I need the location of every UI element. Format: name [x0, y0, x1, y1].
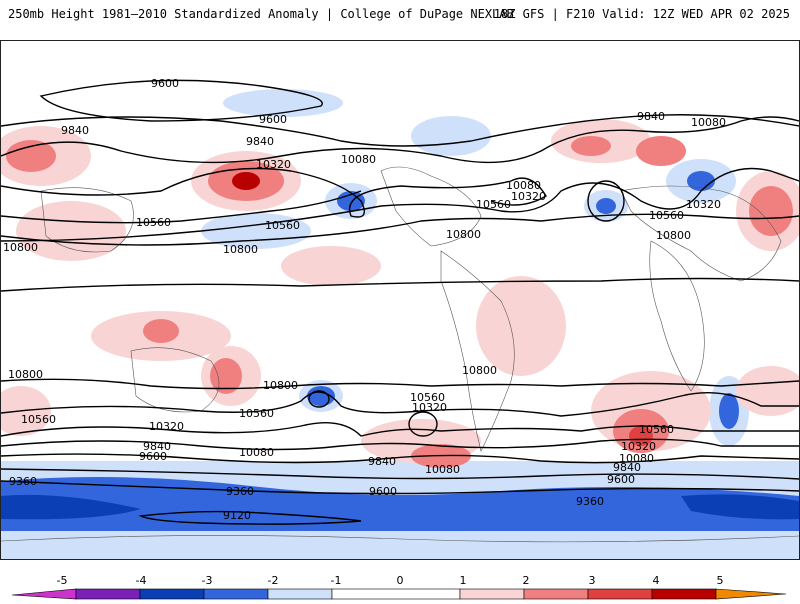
contour-label: 10080 [425, 463, 460, 476]
contour-label: 9120 [223, 509, 251, 522]
contour-label: 10560 [265, 219, 300, 232]
contour-label: 9360 [226, 485, 254, 498]
colorbar-tick-label: -3 [202, 574, 213, 587]
header: 250mb Height 1981–2010 Standardized Anom… [0, 0, 800, 30]
colorbar-swatch [267, 588, 333, 600]
contour-label: 10080 [691, 116, 726, 129]
contour-label: 10320 [511, 190, 546, 203]
colorbar-swatch [11, 588, 77, 600]
contour-label: 10320 [256, 158, 291, 171]
colorbar-swatch [203, 588, 269, 600]
colorbar-swatch [331, 588, 461, 600]
contour-label: 10560 [639, 423, 674, 436]
contour-label: 10560 [476, 198, 511, 211]
contour-label: 10560 [21, 413, 56, 426]
contour-label: 10320 [412, 401, 447, 414]
colorbar-tick-label: 3 [589, 574, 596, 587]
height-contours [1, 79, 799, 525]
contour-label: 9600 [369, 485, 397, 498]
contour-label: 10800 [462, 364, 497, 377]
contour-label: 9840 [61, 124, 89, 137]
contour-label: 10320 [621, 440, 656, 453]
colorbar-swatch [715, 588, 787, 600]
contour-label: 9840 [246, 135, 274, 148]
colorbar-tick-label: 5 [717, 574, 724, 587]
anomaly-shading [1, 89, 799, 559]
contour-label: 10800 [263, 379, 298, 392]
colorbar-swatch [523, 588, 589, 600]
coastlines [1, 166, 799, 543]
contour-label: 10560 [136, 216, 171, 229]
colorbar-ticks: -5 -4 -3 -2 -1 0 1 2 3 4 5 [57, 574, 724, 587]
colorbar-swatch [587, 588, 653, 600]
contour-label: 9360 [576, 495, 604, 508]
contour-label: 10080 [341, 153, 376, 166]
contour-label: 10560 [649, 209, 684, 222]
contour-label: 9840 [637, 110, 665, 123]
colorbar-swatches [11, 588, 787, 600]
colorbar-tick-label: -2 [268, 574, 279, 587]
colorbar-swatch [75, 588, 141, 600]
contour-label: 9600 [151, 77, 179, 90]
contour-label: 10080 [619, 452, 654, 465]
contour-label: 9600 [139, 450, 167, 463]
contour-label: 9840 [368, 455, 396, 468]
colorbar: -5 -4 -3 -2 -1 0 1 2 3 4 5 [10, 570, 790, 600]
contour-label: 10800 [656, 229, 691, 242]
run-info: 18Z GFS | F210 Valid: 12Z WED APR 02 202… [493, 7, 790, 21]
contour-label: 10560 [410, 391, 445, 404]
colorbar-tick-label: -4 [136, 574, 147, 587]
contour-label: 10560 [239, 407, 274, 420]
colorbar-swatch [651, 588, 717, 600]
contour-label: 10320 [686, 198, 721, 211]
contour-label: 10080 [506, 179, 541, 192]
contour-label: 9840 [143, 440, 171, 453]
contour-label: 9840 [613, 461, 641, 474]
colorbar-svg: -5 -4 -3 -2 -1 0 1 2 3 4 5 [11, 574, 787, 600]
colorbar-tick-label: 4 [653, 574, 660, 587]
colorbar-tick-label: 0 [397, 574, 404, 587]
contour-label: 10800 [223, 243, 258, 256]
contour-label: 9600 [607, 473, 635, 486]
contour-label: 10800 [446, 228, 481, 241]
anomaly-map: 9600 9600 9840 9840 9840 10080 10080 100… [1, 77, 799, 559]
colorbar-tick-label: -1 [331, 574, 342, 587]
colorbar-tick-label: 1 [460, 574, 467, 587]
contour-label: 10080 [239, 446, 274, 459]
contour-label: 10800 [8, 368, 43, 381]
contour-labels: 9600 9600 9840 9840 9840 10080 10080 100… [3, 77, 726, 522]
contour-label: 9360 [9, 475, 37, 488]
colorbar-tick-label: -5 [57, 574, 68, 587]
colorbar-swatch [139, 588, 205, 600]
contour-label: 10320 [149, 420, 184, 433]
map-panel: 9600 9600 9840 9840 9840 10080 10080 100… [0, 40, 800, 560]
colorbar-swatch [459, 588, 525, 600]
contour-label: 9600 [259, 113, 287, 126]
map-title: 250mb Height 1981–2010 Standardized Anom… [8, 7, 514, 21]
colorbar-tick-label: 2 [523, 574, 530, 587]
contour-label: 10800 [3, 241, 38, 254]
